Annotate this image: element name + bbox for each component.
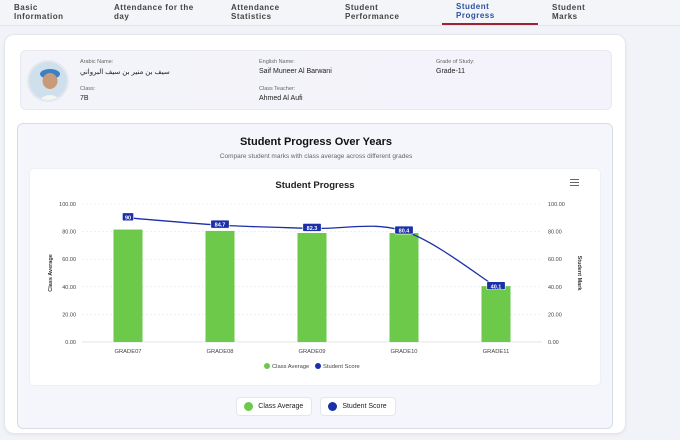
student-score-label-box bbox=[486, 281, 506, 290]
class-value: 7B bbox=[80, 95, 89, 102]
student-score-data-label: 40.1 bbox=[491, 284, 502, 290]
class-label: Class: bbox=[80, 86, 96, 92]
english-name-field: English Name: Saif Muneer Al Barwani bbox=[259, 59, 332, 75]
y-left-tick-label: 100.00 bbox=[59, 202, 76, 208]
student-score-button-label: Student Score bbox=[342, 403, 387, 410]
tab-student-performance[interactable]: Student Performance bbox=[345, 3, 400, 21]
class-average-bar bbox=[481, 286, 511, 342]
class-teacher-label: Class Teacher: bbox=[259, 86, 296, 92]
y-left-tick-label: 20.00 bbox=[62, 312, 76, 318]
class-average-bar bbox=[297, 232, 327, 342]
student-score-data-label: 80.4 bbox=[399, 229, 411, 235]
grade-value: Grade-11 bbox=[436, 68, 466, 75]
grade-field: Grade of Study: Grade-11 bbox=[436, 59, 475, 75]
x-tick-label: GRADE11 bbox=[483, 349, 510, 355]
y-right-tick-label: 20.00 bbox=[548, 312, 562, 318]
tab-basic-information[interactable]: Basic Information bbox=[14, 3, 64, 21]
tab-student-progress[interactable]: Student Progress bbox=[442, 0, 538, 25]
arabic-name-field: Arabic Name: سيف بن منير بن سيف البرواني bbox=[80, 59, 170, 76]
class-average-dot-icon bbox=[244, 402, 254, 411]
y-left-tick-label: 40.00 bbox=[62, 285, 76, 291]
y-left-tick-label: 80.00 bbox=[62, 230, 76, 236]
chart-menu-icon[interactable] bbox=[570, 179, 579, 187]
tab-attendance-day[interactable]: Attendance for the day bbox=[114, 3, 194, 21]
y-right-axis-label: Student Mark bbox=[576, 256, 582, 292]
student-score-label-box bbox=[302, 223, 322, 232]
y-left-tick-label: 60.00 bbox=[62, 257, 76, 263]
grade-label: Grade of Study: bbox=[436, 59, 475, 65]
progress-card: Student Progress Over Years Compare stud… bbox=[17, 123, 613, 429]
y-left-axis-label: Class Average bbox=[48, 254, 54, 292]
student-progress-panel: Arabic Name: سيف بن منير بن سيف البرواني… bbox=[4, 34, 626, 434]
chart-title: Student Progress bbox=[275, 180, 354, 191]
y-right-tick-label: 60.00 bbox=[548, 257, 562, 263]
legend-student-score-icon bbox=[315, 363, 321, 369]
legend-student-score-label: Student Score bbox=[323, 364, 360, 370]
x-tick-label: GRADE10 bbox=[390, 349, 417, 355]
student-avatar bbox=[27, 60, 69, 102]
class-average-bar bbox=[205, 230, 235, 342]
progress-subtitle: Compare student marks with class average… bbox=[219, 153, 413, 160]
student-info-card: Arabic Name: سيف بن منير بن سيف البرواني… bbox=[20, 50, 612, 110]
class-teacher-field: Class Teacher: Ahmed Al Aufi bbox=[259, 86, 303, 102]
student-score-label-box bbox=[210, 219, 230, 229]
class-average-button-label: Class Average bbox=[258, 403, 304, 410]
student-score-data-label: 84.7 bbox=[215, 223, 226, 229]
class-average-toggle-button[interactable]: Class Average bbox=[236, 397, 313, 416]
tab-attendance-statistics[interactable]: Attendance Statistics bbox=[231, 3, 280, 21]
x-tick-label: GRADE07 bbox=[114, 349, 141, 355]
english-name-label: English Name: bbox=[259, 59, 295, 65]
arabic-name-value: سيف بن منير بن سيف البرواني bbox=[80, 69, 170, 76]
arabic-name-label: Arabic Name: bbox=[80, 59, 114, 65]
y-right-tick-label: 80.00 bbox=[548, 230, 562, 236]
chart-svg: Student Progress 0.00 0.00 20.00 20.00 40.00 4… bbox=[48, 180, 582, 370]
class-field: Class: 7B bbox=[80, 86, 95, 102]
legend-class-average-label: Class Average bbox=[272, 364, 309, 370]
x-tick-label: GRADE08 bbox=[206, 349, 233, 355]
legend-class-average-icon bbox=[264, 363, 270, 369]
y-right-tick-label: 0.00 bbox=[548, 340, 559, 346]
student-score-data-label: 82.3 bbox=[307, 226, 318, 232]
student-score-label-box bbox=[394, 225, 414, 235]
legend-buttons: Class Average Student Score bbox=[18, 397, 614, 416]
y-right-tick-label: 100.00 bbox=[548, 202, 565, 208]
y-left-tick-label: 0.00 bbox=[65, 340, 76, 346]
tab-bar: Basic Information Attendance for the day A… bbox=[0, 0, 680, 26]
student-score-dot-icon bbox=[328, 402, 338, 411]
english-name-value: Saif Muneer Al Barwani bbox=[259, 68, 332, 75]
student-score-data-label: 90 bbox=[125, 215, 131, 221]
class-average-bar bbox=[113, 229, 143, 342]
x-tick-label: GRADE09 bbox=[298, 349, 325, 355]
class-average-bar bbox=[389, 232, 419, 342]
class-teacher-value: Ahmed Al Aufi bbox=[259, 95, 303, 102]
progress-chart: Student Progress 0.00 0.00 20.00 20.00 40.00 4… bbox=[30, 169, 600, 385]
tab-student-marks[interactable]: Student Marks bbox=[552, 3, 586, 21]
y-right-tick-label: 40.00 bbox=[548, 285, 562, 291]
student-score-label-box bbox=[122, 212, 134, 222]
student-score-toggle-button[interactable]: Student Score bbox=[320, 397, 396, 416]
progress-title: Student Progress Over Years bbox=[239, 136, 393, 148]
